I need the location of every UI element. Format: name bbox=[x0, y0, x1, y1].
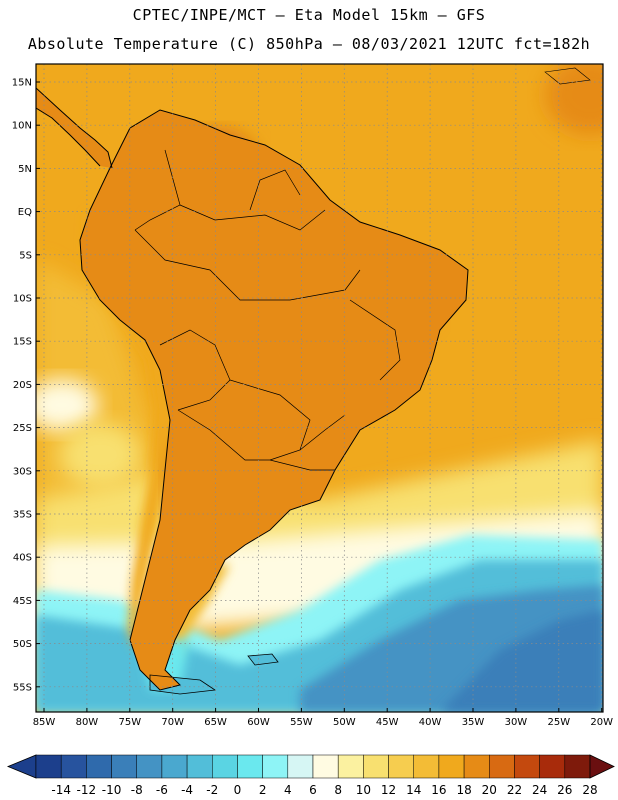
lon-label: 50W bbox=[333, 717, 356, 728]
colorbar-swatch bbox=[489, 754, 515, 779]
map-title-line-1: CPTEC/INPE/MCT — Eta Model 15km — GFS bbox=[132, 6, 486, 24]
lat-label: 10S bbox=[13, 294, 32, 305]
colorbar-swatch bbox=[539, 754, 566, 779]
colorbar-label: -8 bbox=[131, 783, 143, 797]
lat-label: 5S bbox=[19, 250, 32, 261]
colorbar-swatch bbox=[463, 754, 490, 779]
lat-label: 15N bbox=[12, 78, 32, 89]
colorbar-swatch bbox=[514, 754, 540, 779]
colorbar-arrow-right bbox=[589, 754, 615, 779]
lon-label: 75W bbox=[118, 717, 141, 728]
colorbar-label: 16 bbox=[431, 783, 446, 797]
colorbar-label: -10 bbox=[102, 783, 122, 797]
colorbar-label: 6 bbox=[309, 783, 317, 797]
lat-label: 55S bbox=[13, 682, 32, 693]
colorbar-label: 2 bbox=[259, 783, 267, 797]
lon-label: 85W bbox=[33, 717, 56, 728]
colorbar-label: 22 bbox=[507, 783, 522, 797]
colorbar-swatch bbox=[388, 754, 414, 779]
colorbar-arrow-left bbox=[6, 754, 37, 779]
lat-label: 15S bbox=[13, 337, 32, 348]
lat-label: 45S bbox=[13, 596, 32, 607]
lon-label: 70W bbox=[161, 717, 184, 728]
lat-label: 10N bbox=[12, 121, 32, 132]
lon-label: 55W bbox=[290, 717, 313, 728]
colorbar-swatch bbox=[262, 754, 289, 779]
lon-label: 40W bbox=[419, 717, 442, 728]
lon-label: 35W bbox=[462, 717, 485, 728]
colorbar-label: 0 bbox=[234, 783, 242, 797]
colorbar-swatch bbox=[136, 754, 163, 779]
colorbar-label: -4 bbox=[181, 783, 193, 797]
lon-label: 25W bbox=[547, 717, 570, 728]
colorbar-swatch bbox=[60, 754, 87, 779]
lon-label: 80W bbox=[76, 717, 99, 728]
lat-label: 5N bbox=[18, 164, 32, 175]
colorbar-label: -12 bbox=[77, 783, 97, 797]
lon-label: 30W bbox=[505, 717, 528, 728]
lat-label: 20S bbox=[13, 380, 32, 391]
lat-label: 50S bbox=[13, 639, 32, 650]
lon-label: 65W bbox=[204, 717, 227, 728]
colorbar-swatch bbox=[312, 754, 339, 779]
colorbar-label: 8 bbox=[334, 783, 342, 797]
lat-label: 35S bbox=[13, 510, 32, 521]
colorbar-swatch bbox=[237, 754, 263, 779]
colorbar-swatch bbox=[212, 754, 238, 779]
colorbar-label: 4 bbox=[284, 783, 292, 797]
lon-label: 45W bbox=[376, 717, 399, 728]
colorbar-label: 28 bbox=[582, 783, 597, 797]
temperature-field bbox=[36, 64, 603, 712]
longitude-labels: 85W 80W 75W 70W 65W 60W 55W 50W 45W 40W 35W 30W 25W 2… bbox=[33, 717, 613, 728]
latitude-labels: 15N 10N 5N EQ 5S 10S 15S 20S 25S 30S 35S 40S 45S 50S 5… bbox=[12, 78, 32, 694]
colorbar-label: 26 bbox=[557, 783, 572, 797]
colorbar-swatch bbox=[111, 754, 137, 779]
colorbar-labels: -14 -12 -10 -8 -6 -4 -2 0 2 4 6 8 10 12 14 16 18 20 22 24 26… bbox=[51, 783, 597, 797]
graticule bbox=[36, 64, 603, 712]
colorbar-label: 18 bbox=[456, 783, 471, 797]
lat-label: 30S bbox=[13, 466, 32, 477]
colorbar-swatch bbox=[438, 754, 465, 779]
lon-label: 20W bbox=[590, 717, 613, 728]
colorbar-swatch bbox=[287, 754, 314, 779]
colorbar-label: 20 bbox=[482, 783, 497, 797]
colorbar-swatch bbox=[413, 754, 440, 779]
colorbar-swatch bbox=[161, 754, 188, 779]
colorbar bbox=[6, 754, 615, 779]
colorbar-label: 24 bbox=[532, 783, 547, 797]
colorbar-swatch bbox=[86, 754, 112, 779]
colorbar-swatch bbox=[186, 754, 213, 779]
colorbar-label: 10 bbox=[356, 783, 371, 797]
lat-label: 25S bbox=[13, 423, 32, 434]
lat-label: EQ bbox=[18, 207, 32, 218]
colorbar-label: -2 bbox=[206, 783, 218, 797]
colorbar-swatch bbox=[35, 754, 62, 779]
colorbar-label: -14 bbox=[51, 783, 71, 797]
map-frame bbox=[35, 63, 604, 713]
map-title-line-2: Absolute Temperature (C) 850hPa — 08/03/… bbox=[27, 35, 591, 53]
colorbar-swatch bbox=[363, 754, 389, 779]
colorbar-swatch bbox=[337, 754, 364, 779]
colorbar-swatch bbox=[564, 754, 591, 779]
country-borders bbox=[134, 149, 401, 471]
colorbar-label: -6 bbox=[156, 783, 168, 797]
lat-label: 40S bbox=[13, 553, 32, 564]
colorbar-label: 12 bbox=[381, 783, 396, 797]
colorbar-label: 14 bbox=[406, 783, 421, 797]
lon-label: 60W bbox=[247, 717, 270, 728]
